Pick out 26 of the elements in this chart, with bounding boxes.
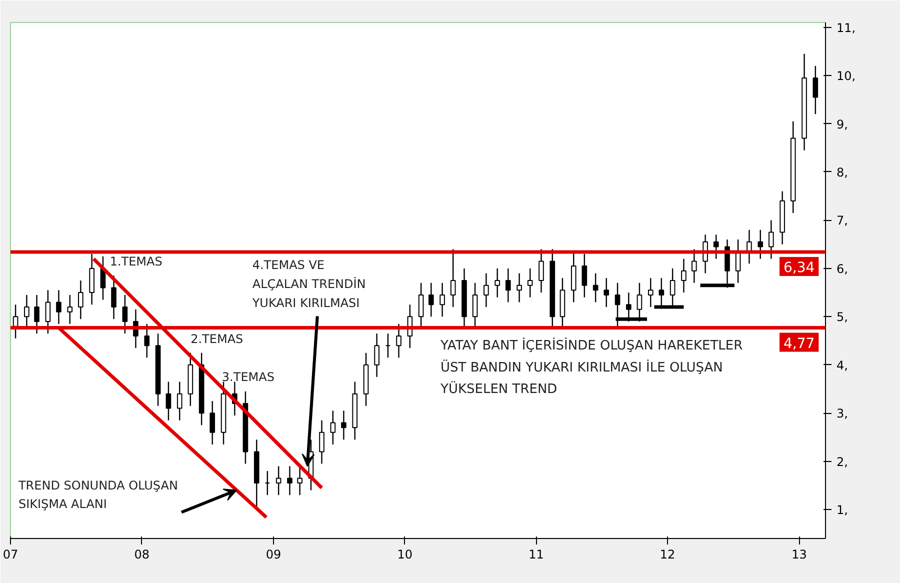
- annotation: 3.TEMAS: [222, 370, 274, 384]
- ref-line-label: 4,77: [784, 336, 815, 352]
- x-tick-label: 10: [397, 548, 413, 562]
- y-tick-label: 1,: [836, 503, 848, 518]
- annotation: 1.TEMAS: [110, 254, 162, 269]
- annotation: YATAY BANT İÇERİSİNDE OLUŞAN HAREKETLER ÜST BANDIN YUKARI KIRILMASI İLE OLUŞAN YÜKSELEN TREND: [440, 338, 743, 397]
- x-tick-label: 07: [2, 548, 18, 562]
- y-tick-label: 11,: [836, 20, 856, 35]
- annotation: 4.TEMAS VE ALÇALAN TRENDİN YUKARI KIRILMASI: [251, 258, 366, 310]
- ref-line-label: 6,34: [784, 260, 815, 276]
- y-tick-label: 5,: [836, 310, 848, 324]
- annotation: TREND SONUNDA OLUŞAN SIKIŞMA ALANI: [17, 478, 178, 512]
- x-tick-label: 08: [134, 548, 150, 562]
- y-tick-label: 3,: [836, 406, 848, 421]
- x-tick-label: 12: [660, 548, 676, 562]
- y-tick-label: 7,: [836, 214, 848, 228]
- y-tick-label: 8,: [836, 165, 848, 180]
- y-tick-label: 6,: [836, 262, 848, 276]
- y-tick-label: 10,: [836, 69, 856, 84]
- annotation: 2.TEMAS: [190, 332, 244, 346]
- x-tick-label: 13: [792, 548, 807, 562]
- x-tick-label: 09: [266, 548, 282, 562]
- y-tick-label: 4,: [836, 358, 848, 372]
- y-tick-label: 2,: [836, 454, 848, 469]
- y-tick-label: 9,: [836, 117, 848, 132]
- x-tick-label: 11: [528, 548, 544, 562]
